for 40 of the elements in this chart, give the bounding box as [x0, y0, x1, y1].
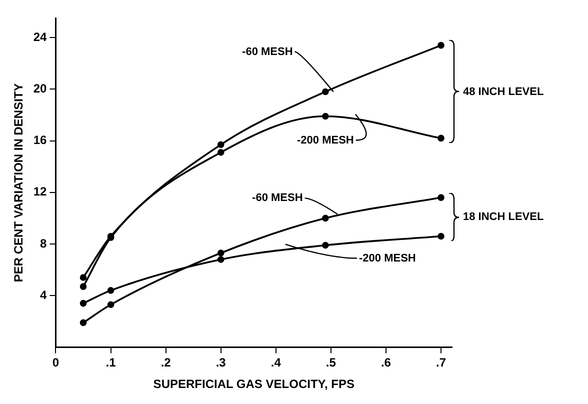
y-tick-label: 20: [33, 81, 48, 96]
x-tick-label: .2: [160, 356, 172, 370]
y-axis-title: PER CENT VARIATION IN DENSITY: [12, 83, 26, 282]
series-label: -200 MESH: [358, 252, 416, 264]
x-tick-label: .7: [436, 356, 446, 370]
point: [217, 148, 224, 156]
point: [80, 274, 87, 281]
point: [322, 214, 329, 222]
y-tick-label: 4: [40, 288, 48, 302]
y-tick-label: 12: [33, 184, 48, 199]
point: [107, 287, 114, 294]
text: -60 MESH: [242, 46, 293, 58]
y-tick-label: 8: [40, 236, 48, 250]
point: [107, 301, 114, 308]
point: [217, 250, 224, 256]
x-tick-label: .4: [270, 356, 282, 370]
point: [80, 300, 87, 307]
point: [80, 319, 87, 326]
point: [438, 134, 444, 142]
x-axis-title: SUPERFICIAL GAS VELOCITY, FPS: [153, 377, 354, 392]
point: [322, 242, 329, 249]
point: [438, 194, 444, 201]
series-label: -200 MESH: [296, 134, 354, 146]
x-tick-label: .6: [380, 356, 392, 370]
series-label: -60 MESH: [252, 192, 303, 204]
point: [217, 141, 224, 148]
point: [217, 256, 224, 263]
text: 48 INCH LEVEL: [462, 84, 544, 99]
point: [80, 283, 87, 290]
x-tick-label: .5: [326, 356, 336, 370]
point: [438, 42, 444, 49]
y-tick-label: 16: [33, 133, 48, 148]
point: [322, 88, 329, 96]
x-tick-label: .3: [216, 356, 226, 370]
text: 18 INCH LEVEL: [462, 210, 544, 224]
x-tick-label: 0: [52, 356, 60, 370]
y-tick-label: 24: [33, 30, 48, 44]
point: [322, 112, 329, 120]
x-tick-label: .1: [106, 356, 116, 370]
point: [438, 232, 444, 240]
